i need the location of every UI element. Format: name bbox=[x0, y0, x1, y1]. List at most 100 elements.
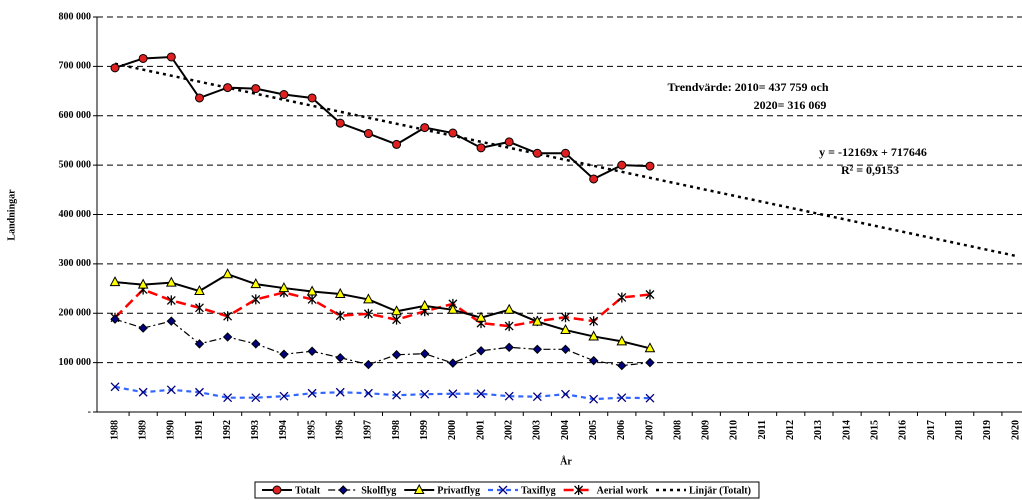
marker bbox=[195, 387, 204, 397]
x-tick-label: 1993 bbox=[250, 420, 261, 440]
marker bbox=[560, 344, 571, 355]
legend: Totalt Skolflyg Privatflyg Taxiflyg Aerial w… bbox=[254, 481, 760, 499]
x-tick-label: 2004 bbox=[560, 420, 571, 440]
marker bbox=[420, 349, 430, 359]
x-tick-label: 2009 bbox=[701, 420, 712, 440]
y-tick-label: 500 000 bbox=[59, 159, 92, 170]
annotation: Trendvärde: 2010= 437 759 och bbox=[667, 80, 828, 94]
marker bbox=[419, 299, 431, 310]
series-line bbox=[114, 288, 651, 328]
marker bbox=[272, 485, 282, 495]
marker bbox=[504, 137, 514, 147]
series bbox=[110, 284, 655, 332]
series-line bbox=[114, 318, 651, 367]
x-tick-label: 1996 bbox=[335, 420, 346, 440]
marker bbox=[644, 342, 656, 353]
marker bbox=[504, 391, 514, 401]
marker bbox=[589, 316, 599, 327]
marker bbox=[532, 315, 543, 326]
marker bbox=[165, 276, 177, 287]
x-tick-label: 1992 bbox=[222, 420, 233, 440]
marker bbox=[532, 344, 543, 355]
marker bbox=[561, 312, 570, 323]
marker bbox=[392, 390, 402, 400]
marker bbox=[504, 321, 514, 332]
marker bbox=[363, 129, 373, 139]
series-line bbox=[114, 62, 1017, 258]
x-tick-label: 2008 bbox=[672, 420, 683, 440]
series bbox=[110, 52, 655, 184]
series bbox=[114, 62, 1017, 258]
marker bbox=[335, 118, 345, 128]
annotation: 2020= 316 069 bbox=[754, 98, 827, 112]
marker bbox=[194, 339, 205, 349]
marker bbox=[166, 316, 177, 326]
marker bbox=[307, 346, 317, 356]
marker bbox=[476, 346, 486, 356]
x-tick-label: 2000 bbox=[447, 420, 458, 440]
marker bbox=[420, 389, 430, 399]
x-tick-label: 1997 bbox=[363, 420, 374, 440]
marker bbox=[391, 350, 402, 360]
marker bbox=[307, 388, 317, 398]
series bbox=[109, 268, 656, 353]
x-tick-label: 2005 bbox=[588, 420, 599, 440]
marker bbox=[223, 311, 233, 322]
x-tick-label: 2003 bbox=[532, 420, 543, 440]
marker bbox=[138, 323, 148, 333]
marker bbox=[223, 83, 233, 93]
x-tick-label: 2002 bbox=[503, 420, 514, 440]
legend-label: Totalt bbox=[295, 485, 321, 496]
marker bbox=[476, 143, 486, 153]
y-tick-label: 300 000 bbox=[59, 258, 92, 269]
marker bbox=[448, 358, 458, 368]
marker bbox=[504, 342, 514, 353]
annotation: R² = 0,9153 bbox=[841, 163, 899, 177]
marker bbox=[335, 352, 345, 363]
marker bbox=[110, 63, 120, 73]
x-tick-label: 2019 bbox=[982, 420, 993, 440]
marker bbox=[137, 278, 149, 289]
marker bbox=[448, 128, 458, 138]
marker bbox=[110, 314, 120, 324]
marker bbox=[138, 387, 148, 397]
x-tick-label: 1990 bbox=[166, 420, 177, 440]
marker bbox=[617, 360, 627, 371]
marker bbox=[338, 485, 348, 495]
y-tick-label: 800 000 bbox=[59, 11, 92, 22]
series-line bbox=[114, 55, 651, 181]
marker bbox=[589, 394, 599, 404]
y-tick-label: 200 000 bbox=[59, 308, 92, 319]
x-tick-label: 2013 bbox=[813, 420, 824, 440]
marker bbox=[448, 389, 458, 399]
x-tick-label: 1995 bbox=[306, 420, 317, 440]
marker bbox=[503, 303, 515, 314]
marker bbox=[251, 294, 261, 305]
series bbox=[110, 314, 655, 371]
y-axis-label: Landningar bbox=[6, 189, 17, 241]
marker bbox=[306, 285, 318, 296]
marker bbox=[194, 93, 204, 103]
marker bbox=[617, 393, 627, 403]
marker bbox=[645, 289, 655, 300]
marker bbox=[138, 53, 148, 63]
marker bbox=[166, 385, 176, 395]
x-tick-label: 2011 bbox=[757, 420, 768, 439]
x-tick-label: 1998 bbox=[391, 420, 402, 440]
marker bbox=[589, 174, 599, 184]
marker bbox=[561, 389, 570, 399]
x-tick-label: 1989 bbox=[137, 420, 148, 440]
marker bbox=[222, 332, 233, 342]
y-tick-label: 600 000 bbox=[59, 110, 92, 121]
marker bbox=[279, 349, 289, 359]
legend-label: Privatflyg bbox=[437, 485, 480, 496]
marker bbox=[391, 305, 402, 316]
x-tick-label: 2001 bbox=[475, 420, 486, 440]
legend-label: Aerial work bbox=[597, 485, 649, 496]
marker bbox=[166, 295, 176, 306]
x-tick-label: 2012 bbox=[785, 420, 796, 440]
x-tick-label: 1994 bbox=[278, 420, 289, 440]
x-tick-label: 2020 bbox=[1010, 420, 1021, 440]
marker bbox=[420, 123, 430, 133]
series bbox=[110, 382, 655, 404]
